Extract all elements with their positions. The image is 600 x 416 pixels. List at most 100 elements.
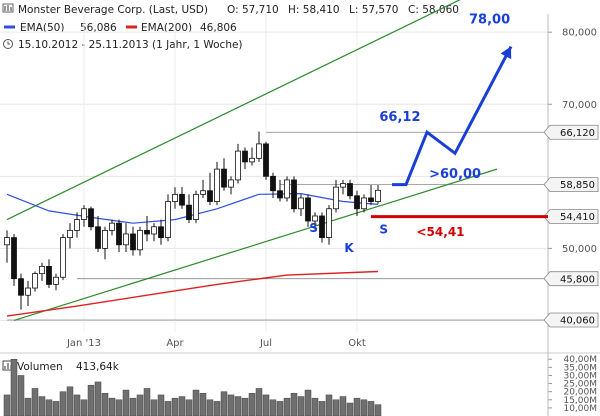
candle-body-36 (256, 143, 262, 159)
level-badge-shape-4 (543, 209, 599, 225)
volume-bar-30 (213, 401, 221, 416)
candle-body-33 (235, 150, 241, 181)
volume-bar-45 (318, 401, 326, 416)
volume-bar-13 (94, 381, 102, 416)
volume-tick-label-6: 10,00M (563, 404, 597, 414)
projection-arrowhead (500, 46, 512, 60)
candle-body-46 (326, 208, 332, 238)
candle-body-24 (172, 193, 178, 202)
volume-bar-49 (346, 402, 354, 416)
volume-bar-41 (290, 393, 298, 416)
volume-tick-label-3: 25,00M (563, 380, 597, 390)
volume-bar-21 (150, 399, 158, 416)
volume-bar-27 (192, 389, 200, 416)
volume-bar-18 (129, 397, 137, 416)
candle-body-42 (298, 197, 304, 210)
volume-bar-33 (234, 396, 242, 416)
price-label-0: 80,000 (562, 28, 597, 39)
overlay-panel: 78,00 66,12 >60,00 <54,41 S K S (309, 13, 548, 255)
level-badge-shape-2 (543, 124, 599, 140)
candle-body-19 (137, 229, 143, 251)
volume-bar-26 (185, 399, 193, 416)
volume-bar-51 (360, 399, 368, 416)
volume-bar-1 (10, 358, 18, 416)
candle-body-48 (340, 183, 346, 188)
volume-bar-37 (262, 394, 270, 416)
candle-body-1 (11, 237, 17, 280)
clock-hands (7, 41, 10, 45)
x-tick-label-3: Okt (348, 338, 366, 349)
volume-bar-35 (248, 393, 256, 416)
volume-bar-7 (52, 401, 60, 416)
volume-bar-52 (367, 401, 375, 416)
candle-body-43 (305, 197, 311, 222)
level-badge-label-6: 45,800 (560, 274, 595, 285)
ema50-label: EMA(50) (20, 22, 64, 34)
security-title: Monster Beverage Corp. (Last, USD) (18, 4, 208, 16)
candle-body-3 (25, 287, 31, 296)
volume-bar-36 (255, 388, 263, 416)
volume-bar-20 (143, 388, 151, 416)
volume-tick-label-4: 20,00M (563, 388, 597, 398)
volume-bar-6 (45, 399, 53, 416)
ema200-value: 46,806 (200, 22, 237, 34)
candle-body-52 (368, 197, 374, 202)
high-value: H: 58,410 (288, 4, 340, 16)
candle-body-39 (277, 190, 283, 199)
candle-body-50 (354, 195, 360, 210)
volume-bar-42 (297, 396, 305, 416)
annotation-3: <54,41 (417, 225, 465, 239)
ema200-line (6, 270, 379, 317)
candle-body-21 (151, 226, 157, 235)
volume-bar-47 (332, 399, 340, 416)
candle-body-41 (291, 179, 297, 210)
candle-body-8 (60, 237, 66, 278)
header-legend: Monster Beverage Corp. (Last, USD) O: 57… (2, 3, 459, 51)
candle-body-13 (95, 226, 101, 249)
candle-body-2 (18, 278, 24, 296)
candle-body-32 (228, 179, 234, 188)
volume-bar-19 (136, 394, 144, 416)
candle-mini-icon (4, 5, 12, 11)
candle-body-31 (221, 168, 227, 188)
low-value: L: 57,570 (349, 4, 398, 16)
x-tick-label-2: Jul (259, 338, 272, 349)
candle-body-40 (284, 179, 290, 199)
candle-body-20 (144, 229, 150, 235)
candle-body-30 (214, 168, 220, 202)
level-badge-label-7: 40,060 (560, 316, 595, 327)
volume-bar-3 (24, 397, 32, 416)
candle-body-38 (270, 175, 276, 192)
candle-body-47 (333, 186, 339, 210)
level-badge-shape-3 (543, 177, 599, 193)
period-range: 15.10.2012 - 25.11.2013 (1 Jahr, 1 Woche… (18, 39, 243, 51)
candle-body-53 (375, 189, 381, 202)
candle-body-34 (242, 150, 248, 163)
volume-bar-29 (206, 399, 214, 416)
candle-body-14 (102, 229, 108, 249)
level-badge-2: 66,120 (543, 124, 599, 140)
level-badge-6: 45,800 (543, 271, 599, 287)
level-badge-label-3: 58,850 (560, 180, 595, 191)
annotation-2: >60,00 (429, 167, 481, 182)
candle-body-35 (249, 157, 255, 163)
candle-body-4 (32, 273, 38, 289)
annotation-0: 78,00 (469, 13, 510, 28)
volume-bar-17 (122, 389, 130, 416)
volume-bar-46 (325, 394, 333, 416)
volume-bar-0 (3, 394, 11, 416)
volume-bar-44 (311, 397, 319, 416)
candle-body-9 (67, 229, 73, 238)
candle-body-28 (200, 190, 206, 195)
level-badge-shape-7 (543, 312, 599, 328)
trend-line-0 (6, 0, 461, 221)
volume-tick-label-5: 15,00M (563, 396, 597, 406)
x-tick-label-0: Jan '13 (66, 338, 101, 349)
volume-bar-39 (276, 401, 284, 416)
candle-body-49 (347, 183, 353, 197)
level-badge-label-4: 54,410 (560, 212, 595, 223)
candle-body-6 (46, 266, 52, 285)
volume-bar-24 (171, 397, 179, 416)
candle-body-26 (186, 204, 192, 220)
level-badge-7: 40,060 (543, 312, 599, 328)
